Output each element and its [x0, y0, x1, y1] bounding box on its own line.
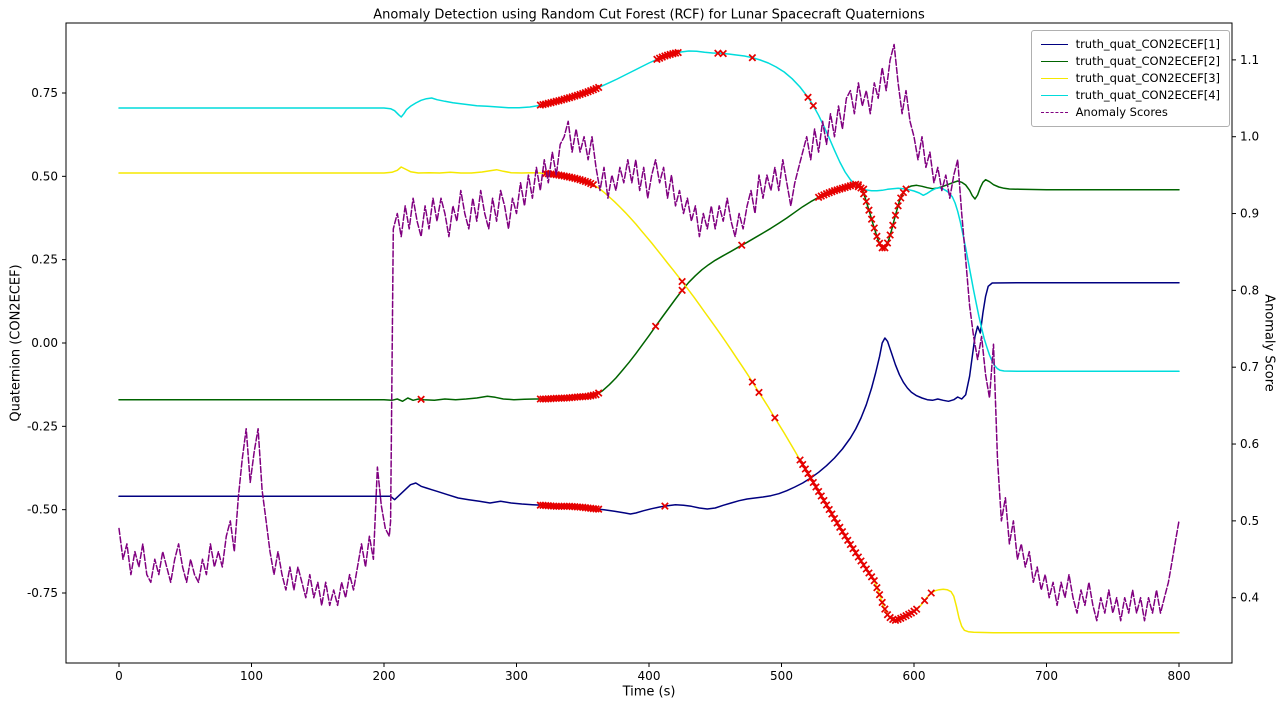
- svg-text:-0.75: -0.75: [27, 586, 58, 600]
- legend-label: truth_quat_CON2ECEF[1]: [1075, 37, 1220, 51]
- tick-labels: 0 100 200 300 400 500 600 700 800 -0.75 -0.50 -0.25…: [27, 53, 1259, 683]
- svg-text:0.5: 0.5: [1240, 514, 1259, 528]
- y-axis-label-left: Quaternion (CON2ECEF): [8, 264, 24, 422]
- legend-swatch: [1040, 112, 1068, 113]
- series-line-3: [118, 50, 1180, 373]
- svg-text:0.9: 0.9: [1240, 207, 1259, 221]
- svg-text:1.0: 1.0: [1240, 130, 1259, 144]
- series-line-0: [118, 281, 1180, 515]
- svg-text:0.8: 0.8: [1240, 283, 1259, 297]
- legend-label: truth_quat_CON2ECEF[4]: [1075, 88, 1220, 102]
- legend-swatch: [1040, 44, 1068, 45]
- svg-text:800: 800: [1168, 669, 1191, 683]
- svg-text:0.50: 0.50: [31, 169, 58, 183]
- y-axis-label-right: Anomaly Score: [1261, 294, 1277, 392]
- legend-item: truth_quat_CON2ECEF[2]: [1040, 54, 1220, 68]
- svg-text:200: 200: [373, 669, 396, 683]
- series-line-1: [118, 178, 1180, 403]
- svg-text:-0.25: -0.25: [27, 419, 58, 433]
- svg-text:0.25: 0.25: [31, 253, 58, 267]
- svg-text:600: 600: [903, 669, 926, 683]
- svg-text:-0.50: -0.50: [27, 503, 58, 517]
- svg-text:0.6: 0.6: [1240, 437, 1259, 451]
- svg-text:0.7: 0.7: [1240, 360, 1259, 374]
- legend-label: truth_quat_CON2ECEF[3]: [1075, 71, 1220, 85]
- svg-text:700: 700: [1035, 669, 1058, 683]
- legend-swatch: [1040, 78, 1068, 79]
- svg-text:500: 500: [770, 669, 793, 683]
- chart-title: Anomaly Detection using Random Cut Fores…: [373, 7, 925, 23]
- legend-item: truth_quat_CON2ECEF[1]: [1040, 37, 1220, 51]
- legend-swatch: [1040, 61, 1068, 62]
- legend-label: truth_quat_CON2ECEF[2]: [1075, 54, 1220, 68]
- x-axis-label: Time (s): [622, 684, 676, 700]
- legend-label: Anomaly Scores: [1075, 105, 1168, 119]
- legend-item: truth_quat_CON2ECEF[4]: [1040, 88, 1220, 102]
- svg-text:0.4: 0.4: [1240, 591, 1259, 605]
- svg-text:0.00: 0.00: [31, 336, 58, 350]
- svg-text:0: 0: [115, 669, 123, 683]
- svg-text:400: 400: [638, 669, 661, 683]
- svg-text:1.1: 1.1: [1240, 53, 1259, 67]
- legend-swatch: [1040, 95, 1068, 96]
- legend: truth_quat_CON2ECEF[1] truth_quat_CON2ECE…: [1030, 30, 1230, 127]
- svg-text:0.75: 0.75: [31, 86, 58, 100]
- svg-text:300: 300: [505, 669, 528, 683]
- series-line-anomaly: [118, 43, 1180, 622]
- legend-item: truth_quat_CON2ECEF[3]: [1040, 71, 1220, 85]
- anomaly-markers: [417, 48, 936, 625]
- legend-item: Anomaly Scores: [1040, 105, 1220, 119]
- svg-text:100: 100: [240, 669, 263, 683]
